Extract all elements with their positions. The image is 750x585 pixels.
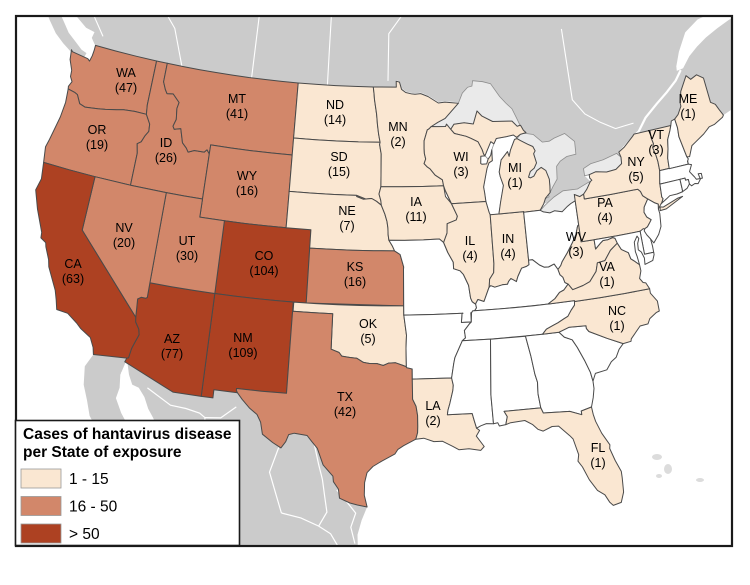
svg-text:SD: SD (330, 150, 347, 164)
svg-text:CA: CA (64, 257, 82, 271)
svg-text:MI: MI (508, 161, 522, 175)
svg-text:(5): (5) (628, 170, 643, 184)
svg-text:(3): (3) (568, 245, 583, 259)
svg-text:OR: OR (88, 123, 107, 137)
svg-text:(2): (2) (390, 135, 405, 149)
svg-text:(4): (4) (597, 211, 612, 225)
svg-text:(15): (15) (328, 165, 350, 179)
svg-text:PA: PA (597, 196, 613, 210)
svg-text:(41): (41) (226, 107, 248, 121)
svg-text:IN: IN (502, 232, 515, 246)
svg-text:(63): (63) (62, 272, 84, 286)
svg-text:NY: NY (627, 155, 645, 169)
svg-text:LA: LA (425, 399, 441, 413)
svg-text:(14): (14) (324, 113, 346, 127)
svg-text:(47): (47) (115, 81, 137, 95)
svg-text:VT: VT (648, 128, 664, 142)
svg-text:> 50: > 50 (69, 526, 100, 543)
svg-text:(30): (30) (176, 249, 198, 263)
svg-text:IL: IL (465, 234, 475, 248)
svg-text:NM: NM (233, 331, 252, 345)
svg-text:(2): (2) (425, 414, 440, 428)
svg-text:WV: WV (566, 230, 587, 244)
svg-text:(1): (1) (590, 456, 605, 470)
svg-text:(5): (5) (360, 332, 375, 346)
svg-text:(77): (77) (161, 347, 183, 361)
svg-text:(16): (16) (344, 275, 366, 289)
svg-text:(19): (19) (86, 138, 108, 152)
svg-text:(42): (42) (334, 405, 356, 419)
svg-text:16 - 50: 16 - 50 (69, 499, 118, 516)
svg-text:(1): (1) (609, 319, 624, 333)
svg-text:ID: ID (160, 136, 173, 150)
svg-text:KS: KS (347, 260, 364, 274)
svg-text:(1): (1) (507, 176, 522, 190)
svg-text:WI: WI (453, 150, 468, 164)
svg-text:AZ: AZ (164, 332, 180, 346)
svg-text:(3): (3) (453, 165, 468, 179)
svg-text:VA: VA (599, 260, 615, 274)
svg-text:NV: NV (115, 221, 133, 235)
svg-text:NE: NE (338, 204, 355, 218)
svg-text:NC: NC (608, 304, 626, 318)
svg-text:(104): (104) (249, 264, 278, 278)
svg-text:per State of exposure: per State of exposure (23, 444, 182, 461)
svg-text:Cases of hantavirus disease: Cases of hantavirus disease (23, 426, 232, 443)
svg-text:ND: ND (326, 98, 344, 112)
svg-text:(109): (109) (228, 346, 257, 360)
svg-text:(4): (4) (462, 249, 477, 263)
svg-text:UT: UT (179, 234, 196, 248)
svg-text:MT: MT (228, 92, 246, 106)
svg-text:CO: CO (255, 249, 274, 263)
svg-text:(26): (26) (155, 151, 177, 165)
svg-text:(1): (1) (680, 107, 695, 121)
svg-text:WA: WA (116, 66, 136, 80)
svg-text:(3): (3) (648, 143, 663, 157)
svg-text:WY: WY (237, 169, 258, 183)
svg-text:(1): (1) (599, 275, 614, 289)
svg-text:(16): (16) (236, 184, 258, 198)
svg-text:1 - 15: 1 - 15 (69, 471, 109, 488)
svg-text:(7): (7) (339, 219, 354, 233)
svg-text:TX: TX (337, 390, 354, 404)
svg-text:(4): (4) (500, 247, 515, 261)
svg-text:OK: OK (359, 317, 378, 331)
svg-text:IA: IA (410, 195, 422, 209)
svg-text:(20): (20) (113, 236, 135, 250)
svg-text:(11): (11) (405, 210, 426, 224)
svg-text:ME: ME (679, 92, 698, 106)
svg-text:FL: FL (591, 441, 606, 455)
svg-text:MN: MN (388, 120, 407, 134)
